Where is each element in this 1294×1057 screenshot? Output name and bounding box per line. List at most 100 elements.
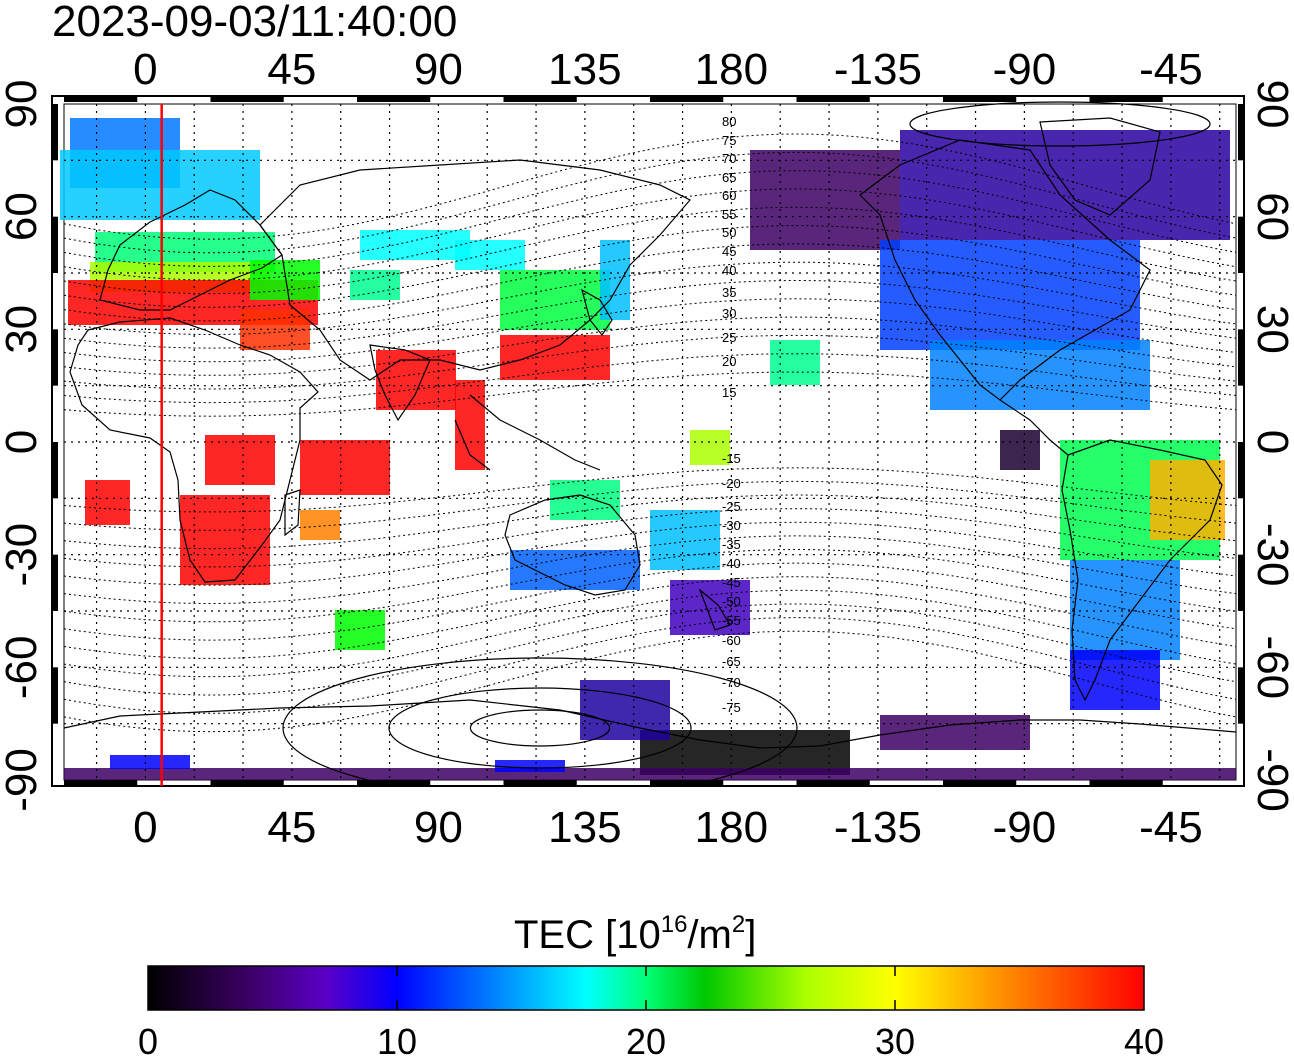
contour-line — [63, 630, 1237, 733]
contour-line — [63, 188, 1237, 281]
contour-line — [63, 603, 1237, 696]
tec-region — [640, 730, 850, 775]
y-axis-right-ticks: 90 60 30 0 -30 -60 -90 — [1248, 80, 1294, 812]
contour-label: 45 — [722, 244, 736, 259]
tec-region — [930, 340, 1150, 410]
contour-loop — [469, 709, 611, 747]
colorbar-tick-label: 20 — [626, 1021, 666, 1057]
colorbar-tick-label: 0 — [138, 1021, 158, 1057]
tec-region — [1000, 430, 1040, 470]
frame-edge-ticks — [52, 96, 1244, 786]
tec-region — [180, 495, 270, 585]
edge-bar — [1089, 780, 1163, 786]
y-tick-label: -30 — [1248, 523, 1294, 587]
colorbar-label: TEC [1016/m2] — [514, 911, 756, 957]
contour-label: 55 — [722, 207, 736, 222]
contour-loop — [388, 687, 692, 769]
contour-line — [63, 316, 1237, 376]
edge-bar — [1238, 104, 1244, 161]
edge-bar — [52, 329, 58, 386]
tec-region — [455, 240, 525, 270]
contour-line — [63, 243, 1237, 322]
contour-line — [63, 298, 1237, 363]
edge-bar — [1238, 442, 1244, 499]
contour-line — [63, 261, 1237, 336]
contour-line — [63, 589, 1237, 678]
tec-region — [880, 715, 1030, 750]
edge-bar — [357, 780, 431, 786]
y-tick-label: 90 — [1248, 80, 1294, 129]
coastlines — [63, 117, 1237, 749]
tec-region — [510, 550, 640, 590]
colorbar-label-sup1: 16 — [661, 911, 688, 938]
edge-bar — [1238, 216, 1244, 273]
y-tick-label: -30 — [0, 523, 46, 587]
edge-bar — [503, 780, 577, 786]
contour-loop — [909, 101, 1211, 147]
y-tick-label: 0 — [1248, 430, 1294, 454]
contour-label: -20 — [722, 476, 741, 491]
edge-bar — [1238, 329, 1244, 386]
x-tick-label: 135 — [548, 45, 621, 94]
tec-region — [300, 510, 340, 540]
contour-label: -15 — [722, 451, 741, 466]
contour-label: -65 — [722, 654, 741, 669]
y-tick-label: 30 — [0, 305, 46, 354]
x-axis-bottom-ticks: 0 45 90 135 180 -135 -90 -45 — [133, 803, 1203, 852]
contour-line — [63, 334, 1237, 390]
edge-bar — [1089, 96, 1163, 102]
contour-label: -60 — [722, 633, 741, 648]
y-tick-label: -90 — [1248, 748, 1294, 812]
contour-line — [63, 521, 1237, 586]
tec-region — [500, 270, 610, 330]
x-tick-label: -90 — [993, 45, 1057, 94]
contour-label: -45 — [722, 575, 741, 590]
x-tick-label: 135 — [548, 803, 621, 852]
contour-label: 25 — [722, 330, 736, 345]
tec-region — [205, 435, 275, 485]
contour-label: 35 — [722, 285, 736, 300]
y-tick-label: 90 — [0, 80, 46, 129]
edge-bar — [210, 780, 284, 786]
edge-bar — [796, 780, 870, 786]
tec-region — [1150, 460, 1225, 540]
y-tick-label: -60 — [0, 636, 46, 700]
y-tick-label: 30 — [1248, 305, 1294, 354]
contour-label: 70 — [722, 151, 736, 166]
colorbar-ticks: 0 10 20 30 40 — [138, 966, 1164, 1057]
edge-bar — [52, 667, 58, 724]
tec-region — [300, 440, 390, 495]
edge-bar — [210, 96, 284, 102]
contour-line — [63, 170, 1237, 267]
magnetic-latitude-contours — [63, 101, 1237, 786]
edge-bar — [52, 554, 58, 611]
contour-line — [63, 467, 1237, 513]
contour-line — [63, 371, 1237, 417]
edge-bar — [650, 780, 724, 786]
contour-line — [63, 480, 1237, 531]
tec-region — [495, 760, 565, 772]
tec-region — [550, 480, 620, 520]
edge-bar — [52, 104, 58, 161]
x-tick-label: 45 — [267, 45, 316, 94]
contour-label: 20 — [722, 354, 736, 369]
x-tick-label: 0 — [133, 803, 157, 852]
edge-bar — [52, 216, 58, 273]
contour-labels: 80 75 70 65 60 55 50 45 40 35 30 25 20 15 -15 -20 -25 -30… — [722, 114, 741, 715]
y-tick-label: -90 — [0, 748, 46, 812]
map-title: 2023-09-03/11:40:00 — [52, 0, 457, 46]
x-tick-label: -90 — [993, 803, 1057, 852]
contour-line — [63, 353, 1237, 404]
tec-region — [335, 610, 385, 650]
tec-region — [750, 150, 900, 250]
tec-region — [650, 510, 720, 570]
x-tick-label: 90 — [414, 45, 463, 94]
contour-label: -35 — [722, 537, 741, 552]
tec-region — [360, 230, 470, 260]
tec-region — [690, 430, 730, 465]
contour-label: 80 — [722, 114, 736, 129]
contour-label: -40 — [722, 556, 741, 571]
contour-line — [63, 508, 1237, 568]
contour-label: 60 — [722, 188, 736, 203]
x-axis-top-ticks: 0 45 90 135 180 -135 -90 -45 — [133, 45, 1203, 94]
